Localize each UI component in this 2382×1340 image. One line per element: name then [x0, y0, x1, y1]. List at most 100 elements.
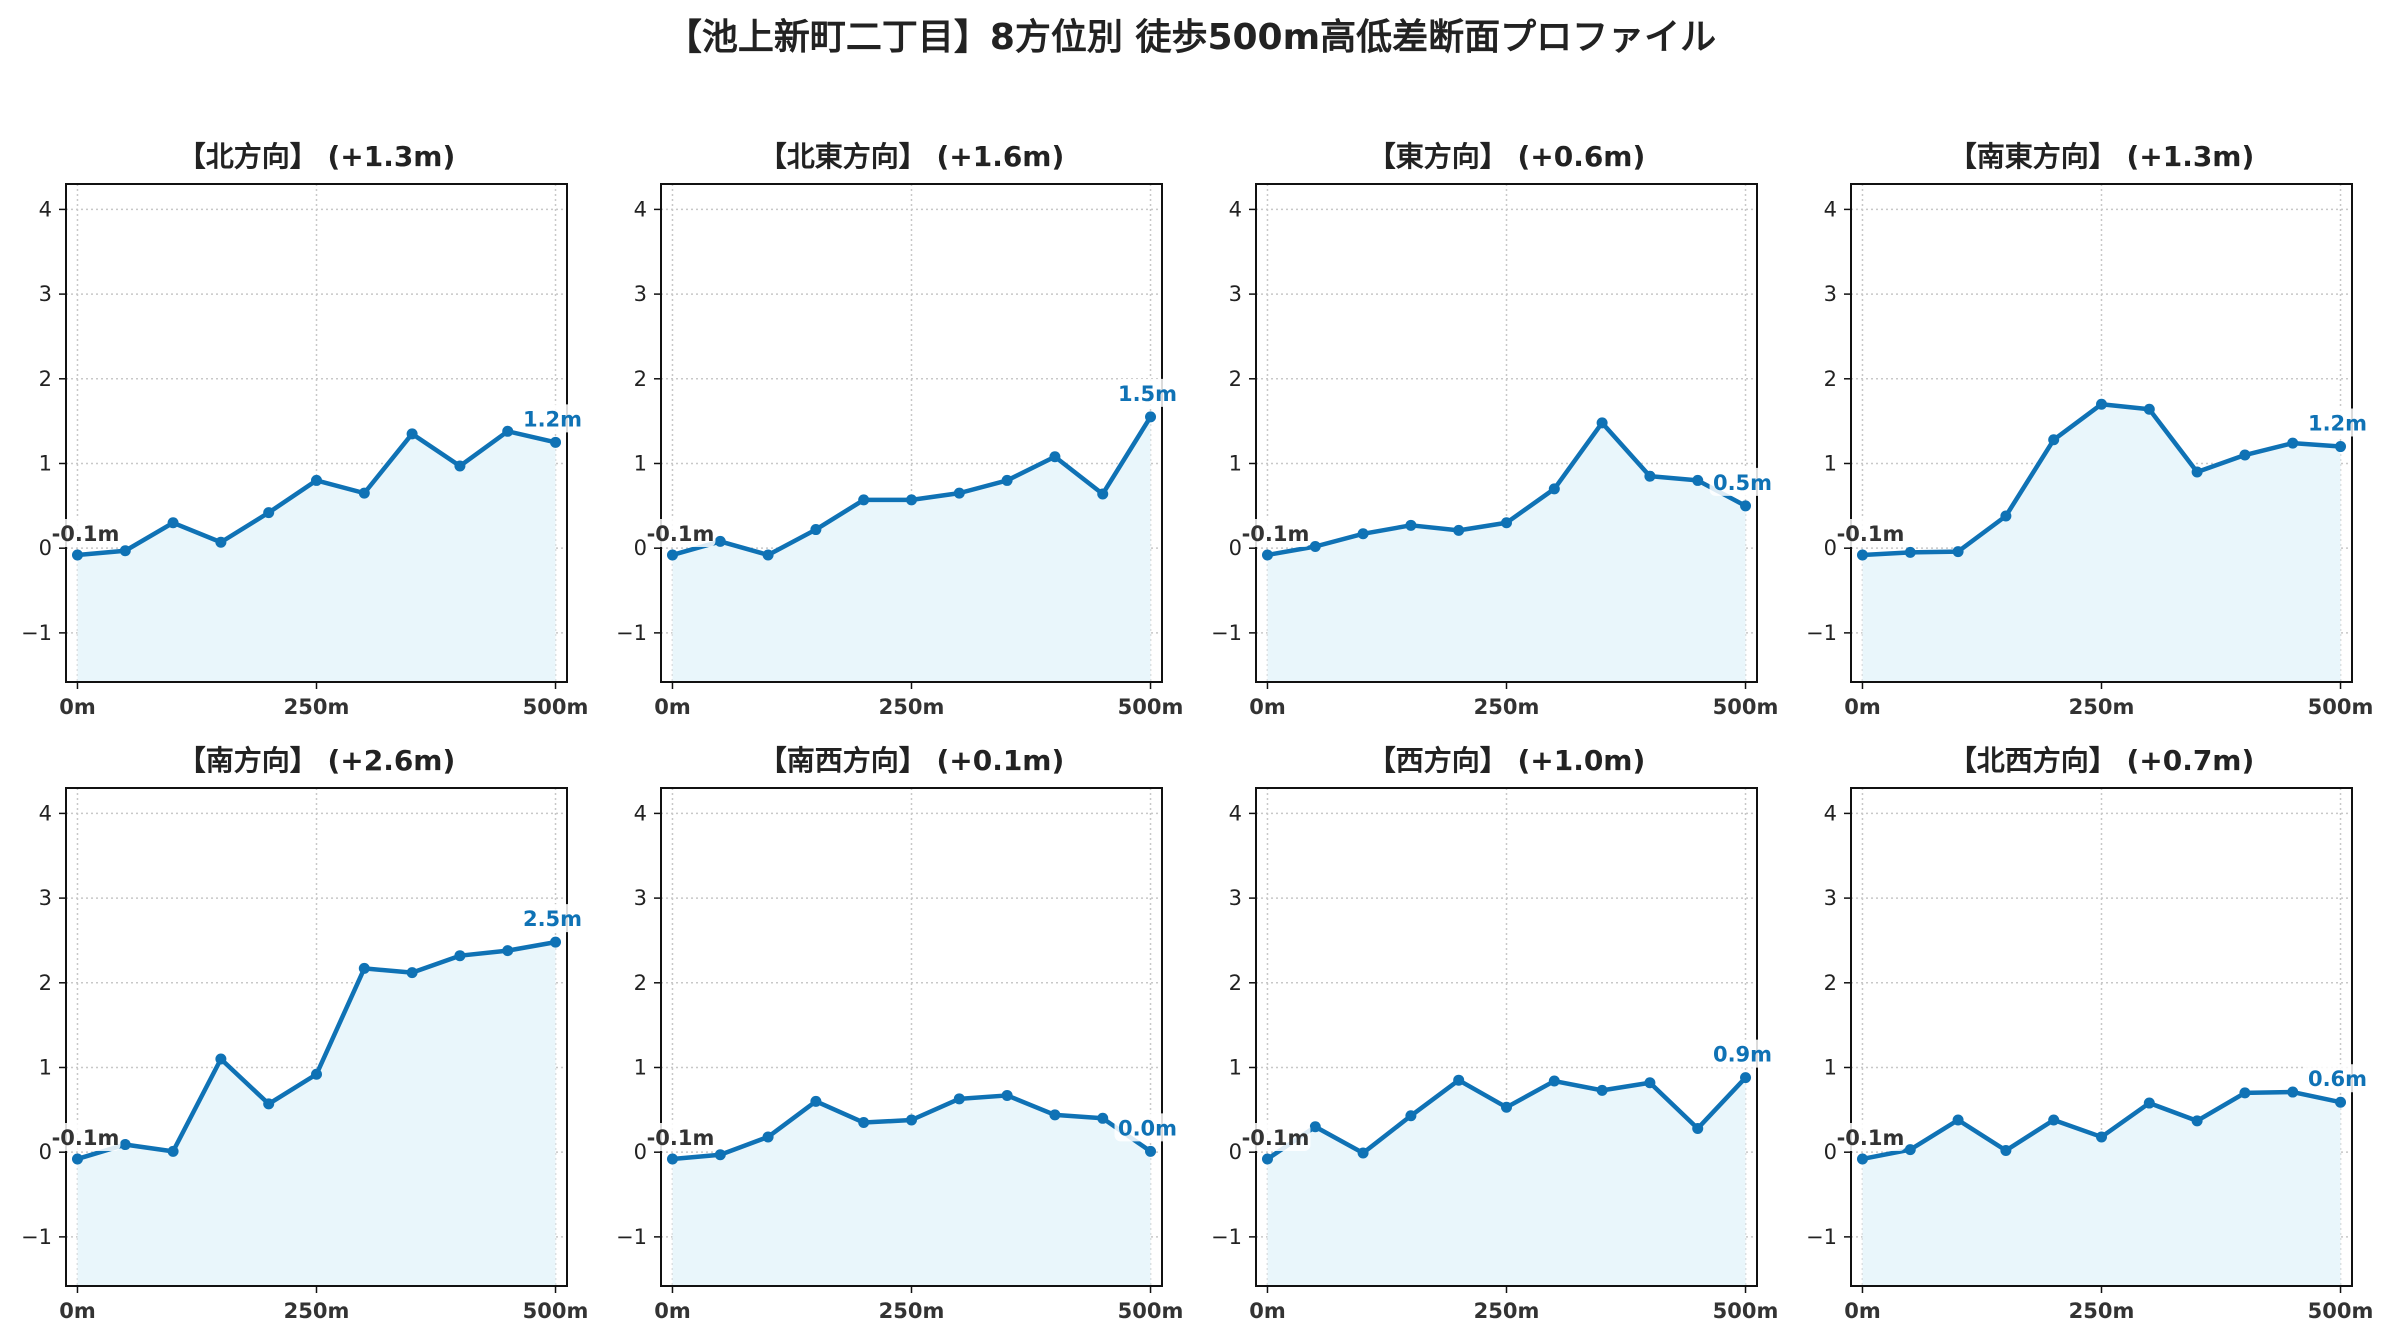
- start-label-bg: [645, 518, 716, 547]
- data-point: [1049, 451, 1061, 463]
- x-tick-label: 0m: [654, 1299, 691, 1323]
- end-label: 0.6m: [2308, 1067, 2367, 1091]
- start-label: -0.1m: [1242, 522, 1310, 546]
- x-tick-label: 0m: [654, 695, 691, 719]
- data-point: [2287, 1086, 2299, 1098]
- subplot-title: 【東方向】 (+0.6m): [1368, 140, 1646, 173]
- subplot: −1 0 1 2 3 4 0m 250m 500m 【北西方向】 (+0.7m) -0.1m 0.6m: [1806, 744, 2373, 1323]
- end-label: 0.5m: [1713, 471, 1772, 495]
- start-label-bg: [1240, 1122, 1311, 1151]
- end-label: 2.5m: [523, 907, 582, 931]
- y-tick-label: 3: [1824, 886, 1837, 910]
- y-tick-label: 0: [39, 1140, 52, 1164]
- y-tick-label: −1: [1806, 1225, 1837, 1249]
- data-point: [1501, 517, 1512, 529]
- start-label-bg: [50, 518, 121, 547]
- subplot-title: 【南西方向】 (+0.1m): [759, 744, 1065, 777]
- data-point: [1904, 546, 1916, 558]
- x-tick-label: 0m: [59, 1299, 96, 1323]
- data-point: [1644, 1077, 1656, 1089]
- data-point: [1692, 474, 1704, 486]
- x-tick-label: 500m: [2308, 1299, 2374, 1323]
- subplot: −1 0 1 2 3 4 0m 250m 500m 【北方向】 (+1.3m) -0.1m 1.2m: [21, 140, 588, 719]
- y-tick-label: 0: [634, 1140, 647, 1164]
- end-label-bg: [1114, 378, 1181, 407]
- data-point: [502, 945, 514, 957]
- data-point: [2048, 1114, 2060, 1126]
- data-point: [1952, 546, 1964, 558]
- y-tick-label: 4: [39, 197, 52, 221]
- data-point: [1904, 1144, 1916, 1156]
- y-tick-label: −1: [1806, 621, 1837, 645]
- data-point: [714, 535, 726, 547]
- data-point: [215, 1053, 227, 1065]
- start-label: -0.1m: [1837, 522, 1905, 546]
- data-point: [1001, 474, 1013, 486]
- elevation-area: [672, 1095, 1151, 1286]
- data-point: [1740, 500, 1752, 512]
- data-point: [2239, 1087, 2251, 1099]
- data-point: [666, 1153, 678, 1165]
- data-point: [810, 524, 822, 536]
- data-point: [119, 1139, 131, 1151]
- data-point: [454, 950, 466, 962]
- data-point: [1740, 1072, 1752, 1084]
- data-point: [358, 962, 370, 974]
- y-tick-label: 1: [634, 1055, 647, 1079]
- data-point: [263, 507, 275, 519]
- y-tick-label: −1: [616, 621, 647, 645]
- end-label-bg: [519, 404, 586, 433]
- data-point: [2191, 1115, 2203, 1127]
- start-label-bg: [1835, 518, 1906, 547]
- subplot-title: 【北西方向】 (+0.7m): [1949, 744, 2255, 777]
- x-tick-label: 0m: [1249, 1299, 1286, 1323]
- data-point: [167, 1145, 179, 1157]
- y-tick-label: 3: [1229, 282, 1242, 306]
- x-tick-label: 250m: [284, 1299, 350, 1323]
- x-tick-label: 250m: [2069, 695, 2135, 719]
- data-point: [1405, 519, 1417, 531]
- data-point: [2143, 1097, 2155, 1109]
- data-point: [167, 517, 179, 529]
- y-tick-label: 3: [39, 282, 52, 306]
- start-label-bg: [1240, 518, 1311, 547]
- x-tick-label: 0m: [1844, 695, 1881, 719]
- y-tick-label: 4: [1229, 801, 1242, 825]
- y-tick-label: −1: [1211, 621, 1242, 645]
- y-tick-label: 2: [1229, 367, 1242, 391]
- data-point: [1644, 470, 1656, 482]
- data-point: [406, 428, 418, 440]
- data-point: [1952, 1114, 1964, 1126]
- data-point: [953, 1093, 965, 1105]
- x-tick-label: 250m: [879, 1299, 945, 1323]
- y-tick-label: 1: [634, 451, 647, 475]
- data-point: [1548, 483, 1560, 495]
- y-tick-label: 1: [1229, 1055, 1242, 1079]
- data-point: [2096, 398, 2107, 410]
- data-point: [550, 436, 562, 448]
- x-tick-label: 250m: [284, 695, 350, 719]
- data-point: [858, 1117, 870, 1129]
- y-tick-label: 0: [39, 536, 52, 560]
- y-tick-label: 3: [1824, 282, 1837, 306]
- data-point: [2287, 437, 2299, 449]
- x-tick-label: 250m: [2069, 1299, 2135, 1323]
- y-tick-label: 0: [1824, 1140, 1837, 1164]
- end-label: 0.0m: [1118, 1116, 1177, 1140]
- elevation-area: [1862, 1092, 2341, 1286]
- start-label-bg: [50, 1122, 121, 1151]
- data-point: [1097, 1112, 1109, 1124]
- data-point: [1261, 549, 1273, 561]
- y-tick-label: −1: [21, 621, 52, 645]
- data-point: [71, 549, 83, 561]
- elevation-area: [1267, 1077, 1746, 1286]
- data-point: [1261, 1153, 1273, 1165]
- data-point: [215, 536, 227, 548]
- data-point: [1097, 488, 1109, 500]
- data-point: [2096, 1131, 2107, 1143]
- start-label: -0.1m: [1837, 1126, 1905, 1150]
- y-tick-label: 1: [1824, 451, 1837, 475]
- data-point: [2048, 434, 2060, 446]
- start-label: -0.1m: [647, 1126, 715, 1150]
- y-tick-label: 0: [1824, 536, 1837, 560]
